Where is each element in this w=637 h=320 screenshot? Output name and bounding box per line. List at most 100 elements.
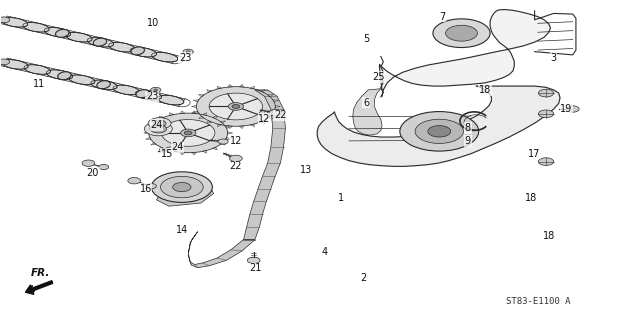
Polygon shape <box>225 137 231 140</box>
Polygon shape <box>1 16 179 63</box>
Polygon shape <box>217 124 222 127</box>
Circle shape <box>232 105 240 108</box>
Polygon shape <box>380 10 550 96</box>
Polygon shape <box>217 86 222 89</box>
Polygon shape <box>317 86 560 166</box>
Text: 22: 22 <box>229 161 242 172</box>
Ellipse shape <box>135 90 162 100</box>
Polygon shape <box>273 111 278 113</box>
Polygon shape <box>268 94 273 97</box>
Ellipse shape <box>45 28 71 37</box>
Ellipse shape <box>87 37 113 47</box>
Text: 18: 18 <box>543 231 555 242</box>
Text: 22: 22 <box>274 110 287 120</box>
Polygon shape <box>145 137 151 140</box>
Polygon shape <box>207 90 212 92</box>
Text: 6: 6 <box>363 98 369 108</box>
Circle shape <box>151 87 161 92</box>
Polygon shape <box>260 90 265 92</box>
Circle shape <box>0 17 10 23</box>
Text: 21: 21 <box>249 263 261 273</box>
Circle shape <box>538 89 554 97</box>
Polygon shape <box>151 143 156 145</box>
Text: 18: 18 <box>526 193 538 203</box>
Ellipse shape <box>130 47 157 57</box>
Polygon shape <box>196 87 275 126</box>
Circle shape <box>148 118 171 129</box>
Ellipse shape <box>131 47 145 55</box>
Circle shape <box>180 129 196 137</box>
Text: FR.: FR. <box>31 268 50 278</box>
Circle shape <box>183 49 193 54</box>
Ellipse shape <box>66 32 92 42</box>
Text: 24: 24 <box>171 142 183 152</box>
Polygon shape <box>192 111 196 114</box>
Text: 18: 18 <box>479 85 491 95</box>
Polygon shape <box>220 121 225 123</box>
Polygon shape <box>228 84 233 87</box>
Polygon shape <box>227 132 233 134</box>
Polygon shape <box>199 94 204 97</box>
Polygon shape <box>144 132 149 134</box>
Polygon shape <box>220 143 225 145</box>
Text: 1: 1 <box>338 193 344 203</box>
Text: 10: 10 <box>147 18 159 28</box>
Polygon shape <box>353 89 382 135</box>
Polygon shape <box>243 90 285 240</box>
Ellipse shape <box>24 65 50 74</box>
Polygon shape <box>250 124 254 127</box>
Text: 16: 16 <box>140 184 152 194</box>
Text: ST83-E1100 A: ST83-E1100 A <box>506 297 570 306</box>
Text: 8: 8 <box>465 123 471 133</box>
Polygon shape <box>192 152 196 155</box>
Text: 2: 2 <box>360 273 366 283</box>
Polygon shape <box>159 116 164 119</box>
Text: 19: 19 <box>561 104 573 114</box>
Ellipse shape <box>2 60 28 69</box>
Text: 23: 23 <box>146 91 158 101</box>
Circle shape <box>428 125 451 137</box>
Polygon shape <box>188 232 255 268</box>
Polygon shape <box>240 84 244 87</box>
Text: 11: 11 <box>32 78 45 89</box>
Text: 7: 7 <box>440 12 445 22</box>
Circle shape <box>184 131 192 135</box>
Circle shape <box>209 93 262 120</box>
Text: 12: 12 <box>230 136 242 146</box>
Text: 5: 5 <box>363 34 369 44</box>
Circle shape <box>162 120 215 146</box>
Polygon shape <box>275 105 280 108</box>
Text: 25: 25 <box>373 72 385 82</box>
Polygon shape <box>268 116 273 118</box>
Polygon shape <box>260 121 265 123</box>
Circle shape <box>538 158 554 165</box>
Polygon shape <box>149 113 227 153</box>
Polygon shape <box>207 121 212 123</box>
Ellipse shape <box>91 80 117 90</box>
Text: 17: 17 <box>529 148 541 159</box>
Circle shape <box>269 110 282 116</box>
Polygon shape <box>199 116 204 118</box>
Ellipse shape <box>109 43 135 52</box>
Circle shape <box>247 257 260 264</box>
Circle shape <box>154 120 166 126</box>
Polygon shape <box>169 150 174 153</box>
Text: 15: 15 <box>161 148 173 159</box>
Circle shape <box>82 160 95 166</box>
Circle shape <box>415 119 464 143</box>
Ellipse shape <box>97 81 110 89</box>
Text: 23: 23 <box>179 53 191 63</box>
Polygon shape <box>203 150 206 153</box>
Text: 9: 9 <box>465 136 471 146</box>
Circle shape <box>433 19 490 48</box>
Polygon shape <box>193 111 199 113</box>
Circle shape <box>166 147 175 152</box>
Ellipse shape <box>1 18 28 27</box>
Polygon shape <box>1 58 185 107</box>
Polygon shape <box>169 113 174 116</box>
Polygon shape <box>240 126 244 129</box>
Ellipse shape <box>23 22 49 32</box>
Circle shape <box>150 124 167 133</box>
Ellipse shape <box>69 75 95 84</box>
Polygon shape <box>157 178 213 206</box>
